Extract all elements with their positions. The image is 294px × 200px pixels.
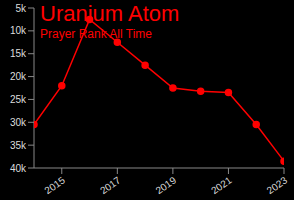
svg-text:5k: 5k xyxy=(15,3,27,14)
html-text:Uranium Atom: Uranium Atom xyxy=(40,1,180,26)
svg-text:2023: 2023 xyxy=(265,174,286,196)
svg-text:10k: 10k xyxy=(10,25,27,36)
html-text:Prayer Rank All Time: Prayer Rank All Time xyxy=(40,27,152,41)
svg-text:20k: 20k xyxy=(10,71,27,82)
svg-text:25k: 25k xyxy=(10,94,27,105)
svg-text:2019: 2019 xyxy=(154,174,179,196)
svg-text:2017: 2017 xyxy=(98,174,123,196)
svg-text:40k: 40k xyxy=(10,163,27,174)
svg-text:15k: 15k xyxy=(10,48,27,59)
svg-text:35k: 35k xyxy=(10,140,27,151)
svg-text:2021: 2021 xyxy=(209,174,234,196)
svg-text:30k: 30k xyxy=(10,117,27,128)
svg-text:2015: 2015 xyxy=(42,174,67,196)
